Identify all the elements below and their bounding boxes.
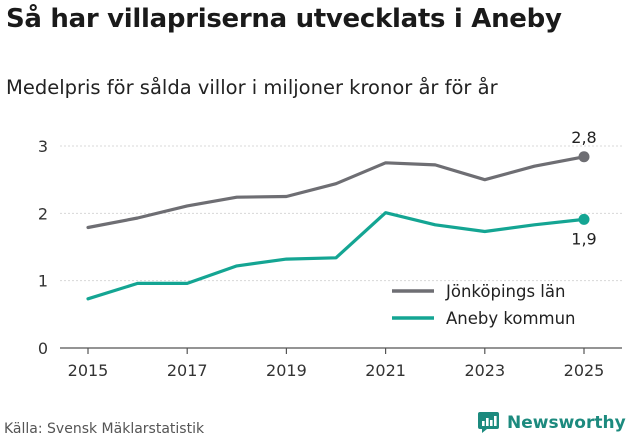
end-value-label-jonkoping: 2,8 xyxy=(571,128,596,147)
series-end-marker-jonkoping xyxy=(578,151,590,163)
series-end-marker-aneby xyxy=(578,213,590,225)
y-tick-label: 3 xyxy=(38,137,48,156)
brand-logo: Newsworthy xyxy=(476,410,626,435)
newsworthy-logo-icon xyxy=(478,412,499,433)
series-line-aneby xyxy=(86,211,586,301)
x-tick-label: 2023 xyxy=(464,361,505,380)
brand-name: Newsworthy xyxy=(507,412,626,433)
y-tick-label: 0 xyxy=(38,339,48,358)
x-tick-label: 2021 xyxy=(365,361,406,380)
y-tick-label: 1 xyxy=(38,272,48,291)
x-tick-label: 2019 xyxy=(266,361,307,380)
source-note: Källa: Svensk Mäklarstatistik xyxy=(4,421,205,437)
series-line-jonkoping xyxy=(86,155,586,230)
x-tick-label: 2015 xyxy=(68,361,109,380)
axes: 0 1 2 3 2015 2017 2019 2021 2023 2025 xyxy=(38,137,622,380)
x-tick-label: 2025 xyxy=(564,361,605,380)
data-labels: 2,8 1,9 xyxy=(571,128,596,249)
chart-title: Så har villapriserna utvecklats i Aneby xyxy=(6,4,562,34)
end-value-label-aneby: 1,9 xyxy=(571,229,596,248)
legend-label-jonkoping: Jönköpings län xyxy=(445,282,565,301)
y-tick-label: 2 xyxy=(38,204,48,223)
legend: Jönköpings län Aneby kommun xyxy=(392,282,576,328)
x-tick-label: 2017 xyxy=(167,361,208,380)
legend-label-aneby: Aneby kommun xyxy=(446,309,576,328)
chart-subtitle: Medelpris för sålda villor i miljoner kr… xyxy=(6,76,498,99)
series xyxy=(86,151,590,301)
